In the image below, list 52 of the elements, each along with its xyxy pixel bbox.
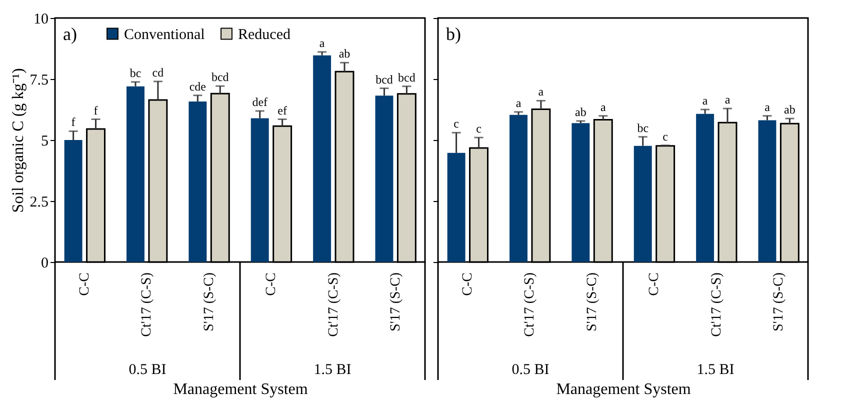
data-label: cde (189, 79, 206, 94)
x-axis-title: Management System (556, 380, 692, 398)
data-label: c (454, 116, 459, 131)
data-label: bc (130, 66, 142, 80)
data-label: a (319, 36, 326, 50)
data-label: ab (784, 102, 796, 117)
legend-label: Conventional (124, 26, 205, 43)
data-label: ab (338, 46, 350, 61)
data-label: a (538, 84, 544, 99)
x-tick-label: Ct'17 (C-S) (326, 272, 342, 337)
x-tick-label: S'17 (S-C) (771, 272, 786, 332)
x-tick-label: S'17 (S-C) (388, 272, 404, 332)
data-label: a (764, 100, 771, 114)
x-tick-label: C-C (264, 272, 280, 296)
data-label: c (476, 122, 482, 136)
text: 1.5 BI (696, 362, 734, 378)
data-label: a (724, 92, 731, 107)
chart-title: a) (63, 24, 77, 44)
x-tick-label: C-C (647, 272, 662, 296)
y-tick-label: 5 (41, 134, 48, 150)
text: 0.5 BI (128, 362, 166, 378)
x-tick-label: C-C (78, 272, 93, 296)
legend-label: Reduced (238, 26, 291, 43)
x-tick-label: S'17 (S-C) (584, 272, 600, 332)
data-label: a (702, 94, 708, 108)
x-tick-label: S'17 (S-C) (202, 272, 217, 332)
x-axis-title: Management System (173, 380, 308, 398)
text: 0.5 BI (512, 362, 550, 378)
data-label: ab (575, 104, 586, 119)
y-tick-label: 10 (34, 12, 48, 28)
data-label: bcd (211, 70, 229, 84)
x-tick-label: Ct'17 (C-S) (140, 272, 155, 337)
data-label: cd (152, 65, 164, 80)
data-label: ef (278, 103, 287, 118)
data-label: a (600, 100, 606, 114)
data-label: def (252, 94, 268, 109)
data-label: bcd (398, 70, 416, 84)
x-tick-label: C-C (460, 272, 476, 296)
data-label: a (516, 96, 522, 110)
x-tick-label: Ct'17 (C-S) (522, 272, 538, 337)
data-label: f (71, 115, 76, 130)
data-label: f (94, 103, 98, 118)
y-tick-label: 7.5 (30, 72, 48, 88)
data-label: bcd (376, 72, 393, 86)
text: 1.5 BI (314, 362, 352, 378)
y-axis-title: Soil organic C (g kg⁻¹) (10, 68, 27, 213)
y-tick-label: 2.5 (30, 194, 48, 210)
y-tick-label: 0 (41, 256, 48, 272)
data-label: c (662, 129, 668, 144)
data-label: bc (637, 120, 649, 135)
chart-title: b) (446, 24, 461, 44)
x-tick-label: Ct'17 (C-S) (709, 272, 724, 337)
